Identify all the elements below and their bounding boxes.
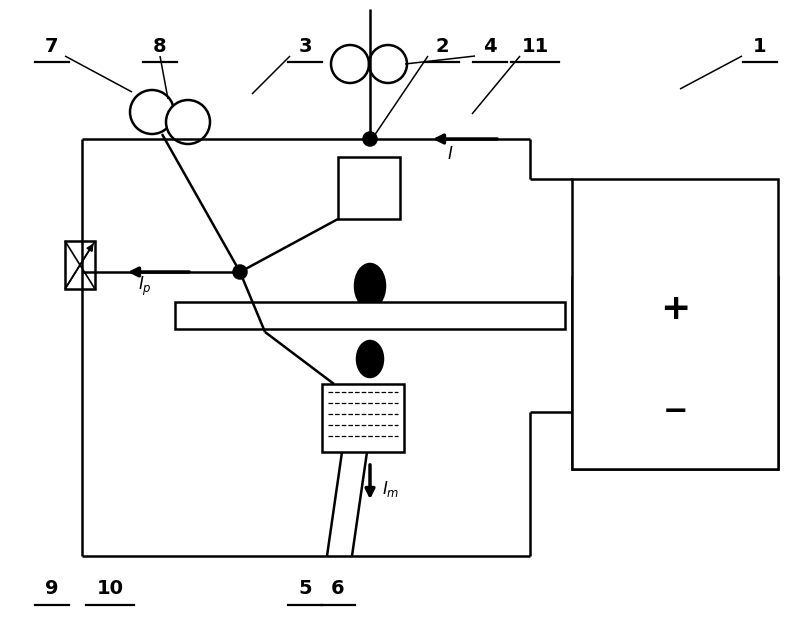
Text: $I_p$: $I_p$ xyxy=(138,275,152,298)
Text: −: − xyxy=(662,397,688,426)
Text: 1: 1 xyxy=(753,36,767,56)
Circle shape xyxy=(130,90,174,134)
Circle shape xyxy=(363,132,377,145)
Text: 7: 7 xyxy=(46,36,58,56)
Text: 8: 8 xyxy=(153,36,167,56)
Bar xyxy=(572,179,778,469)
Bar xyxy=(572,277,778,469)
Circle shape xyxy=(234,265,246,278)
Text: +: + xyxy=(660,292,690,326)
Text: 11: 11 xyxy=(522,36,549,56)
Text: 10: 10 xyxy=(97,580,123,598)
Ellipse shape xyxy=(355,264,385,308)
Text: 4: 4 xyxy=(483,36,497,56)
Text: 5: 5 xyxy=(298,580,312,598)
Bar xyxy=(65,241,95,289)
Bar xyxy=(322,384,404,452)
Text: 9: 9 xyxy=(46,580,58,598)
Text: $I$: $I$ xyxy=(446,145,454,163)
Circle shape xyxy=(369,45,407,83)
Text: 6: 6 xyxy=(331,580,345,598)
Text: 3: 3 xyxy=(298,36,312,56)
Ellipse shape xyxy=(357,341,383,377)
Circle shape xyxy=(166,100,210,144)
Bar xyxy=(175,302,565,329)
Text: $I_m$: $I_m$ xyxy=(382,479,399,499)
Text: 2: 2 xyxy=(435,36,449,56)
Circle shape xyxy=(331,45,369,83)
Bar xyxy=(338,157,400,219)
